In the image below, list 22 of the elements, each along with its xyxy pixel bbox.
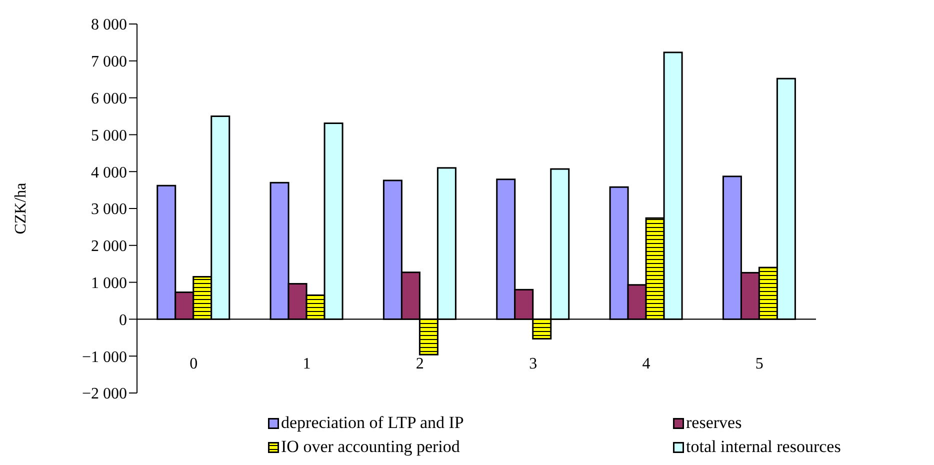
x-tick-label: 5 [755, 355, 764, 372]
legend-label: reserves [686, 413, 742, 433]
y-tick-label: −1 000 [82, 348, 127, 366]
x-tick-label: 1 [302, 355, 311, 372]
y-tick-label: 6 000 [91, 90, 127, 108]
legend-label: IO over accounting period [281, 437, 460, 457]
y-tick-label: 4 000 [91, 164, 127, 182]
y-tick-label: 1 000 [91, 274, 127, 292]
y-tick-label: −2 000 [82, 386, 127, 403]
x-tick-label: 2 [416, 355, 424, 372]
y-tick-label: 3 000 [91, 201, 127, 218]
legend-label: depreciation of LTP and IP [281, 413, 464, 433]
y-tick-label: 7 000 [91, 54, 127, 71]
y-tick-label: 5 000 [91, 127, 127, 144]
x-tick-label: 4 [642, 355, 650, 372]
x-tick-label: 3 [529, 355, 538, 372]
y-tick-label: 8 000 [91, 16, 127, 34]
y-axis-title: CZK/ha [12, 182, 30, 234]
x-tick-label: 0 [190, 355, 198, 372]
legend-label: total internal resources [686, 437, 841, 457]
y-tick-label: 0 [119, 312, 127, 329]
y-tick-label: 2 000 [91, 238, 127, 256]
